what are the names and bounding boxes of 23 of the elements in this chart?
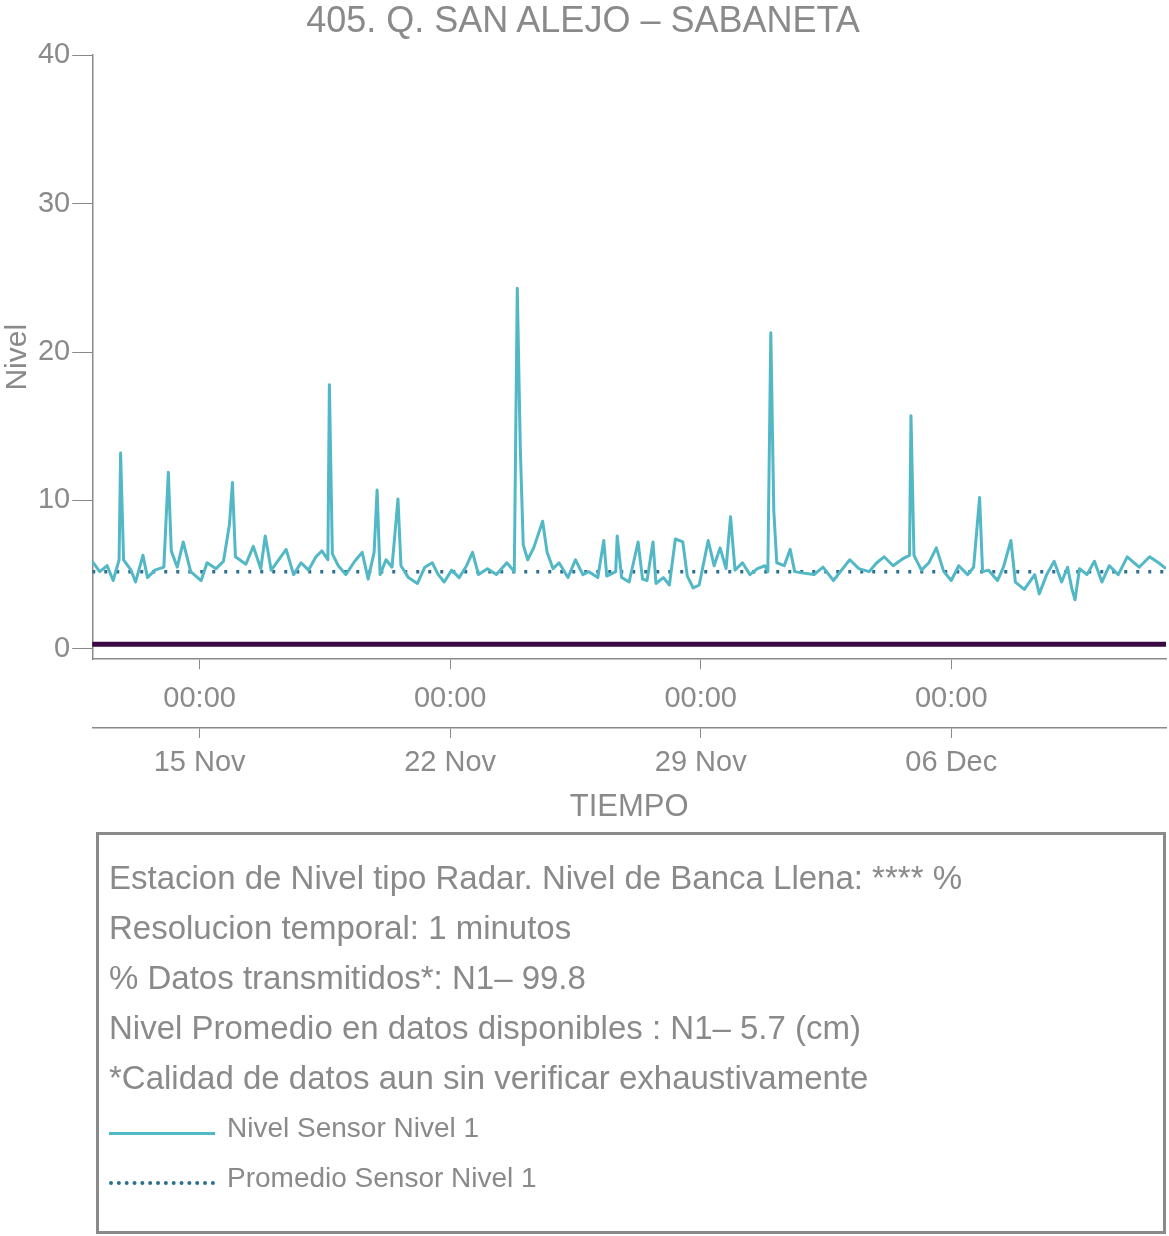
- text: Nivel Promedio en datos disponibles : N1– 5.7 (cm): [109, 1008, 863, 1048]
- text: *Calidad de datos aun sin verificar exhaustivamente: [109, 1058, 870, 1098]
- text: Resolucion temporal: 1 minutos: [109, 908, 573, 948]
- x-tick-label: 00:00: [163, 680, 236, 713]
- y-tick-label: 40: [37, 37, 71, 70]
- x-axis-title: TIEMPO: [569, 787, 689, 823]
- x2-tick-label: 15 Nov: [153, 745, 247, 778]
- y-tick-label: 20: [37, 334, 71, 367]
- y-axis-title: Nivel: [0, 323, 33, 391]
- x-tick-label: 00:00: [914, 680, 988, 713]
- y-tick-label: 30: [37, 185, 71, 218]
- y-tick-label: 0: [54, 630, 71, 663]
- legend-label: Nivel Sensor Nivel 1: [227, 1112, 480, 1144]
- text: % Datos transmitidos*: N1– 99.8: [109, 958, 587, 998]
- x2-tick-label: 29 Nov: [654, 745, 748, 778]
- y-tick-label: 10: [37, 482, 71, 515]
- x2-tick-label: 22 Nov: [404, 745, 497, 778]
- legend-label: Promedio Sensor Nivel 1: [227, 1162, 537, 1194]
- x-tick-label: 00:00: [413, 680, 487, 713]
- x2-tick-label: 06 Dec: [905, 745, 998, 778]
- text: Estacion de Nivel tipo Radar. Nivel de Banca Llena: **** %: [109, 858, 963, 898]
- chart-title: 405. Q. SAN ALEJO – SABANETA: [306, 0, 860, 40]
- x-tick-label: 00:00: [664, 680, 737, 713]
